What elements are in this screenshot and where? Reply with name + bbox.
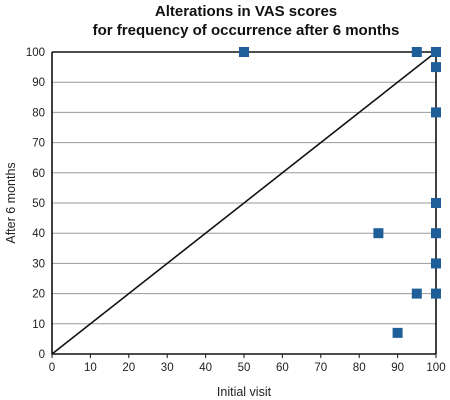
x-tick-label-60: 60: [276, 362, 289, 374]
data-point-11: [431, 288, 441, 299]
x-tick-label-100: 100: [426, 362, 445, 374]
y-axis-label: After 6 months: [4, 162, 18, 243]
data-point-10: [411, 288, 422, 299]
y-tick-label-100: 100: [26, 47, 45, 59]
data-point-3: [431, 47, 441, 57]
y-tick-label-10: 10: [32, 319, 45, 331]
chart-title-line-2: for frequency of occurrence after 6 mont…: [93, 22, 400, 39]
y-tick-label-50: 50: [32, 198, 45, 210]
chart-title: Alterations in VAS scores for frequency …: [93, 3, 400, 39]
data-point-7: [373, 228, 384, 239]
data-point-9: [431, 258, 441, 269]
x-tick-label-20: 20: [122, 362, 135, 374]
x-axis-label: Initial visit: [217, 385, 272, 399]
data-point-8: [431, 228, 441, 239]
x-tick-label-0: 0: [49, 362, 55, 374]
data-point-2: [411, 47, 422, 57]
y-tick-label-70: 70: [32, 138, 45, 150]
data-point-12: [392, 327, 403, 338]
y-tick-label-0: 0: [39, 349, 45, 361]
x-tick-label-40: 40: [199, 362, 212, 374]
data-point-5: [431, 107, 441, 118]
reference-line: [51, 51, 437, 355]
y-tick-labels: 0 10 20 30 40 50 60 70 80 90 100: [26, 47, 45, 361]
data-point-4: [431, 62, 441, 73]
x-tick-labels: 0 10 20 30 40 50 60 70 80 90 100: [49, 354, 446, 374]
chart-title-line-1: Alterations in VAS scores: [155, 3, 337, 20]
y-tick-label-60: 60: [32, 168, 45, 180]
x-tick-label-70: 70: [314, 362, 327, 374]
y-tick-label-80: 80: [32, 107, 45, 119]
data-point-6: [431, 198, 441, 208]
y-tick-label-30: 30: [32, 258, 45, 270]
y-tick-label-20: 20: [32, 289, 45, 301]
reference-line-group: [51, 51, 437, 355]
y-tick-label-90: 90: [32, 77, 45, 89]
x-tick-label-50: 50: [238, 362, 251, 374]
y-tick-label-40: 40: [32, 228, 45, 240]
data-points: [239, 47, 441, 338]
x-tick-label-30: 30: [161, 362, 174, 374]
x-tick-label-10: 10: [84, 362, 97, 374]
data-point-1: [239, 47, 249, 57]
x-tick-label-80: 80: [353, 362, 366, 374]
x-tick-label-90: 90: [391, 362, 404, 374]
